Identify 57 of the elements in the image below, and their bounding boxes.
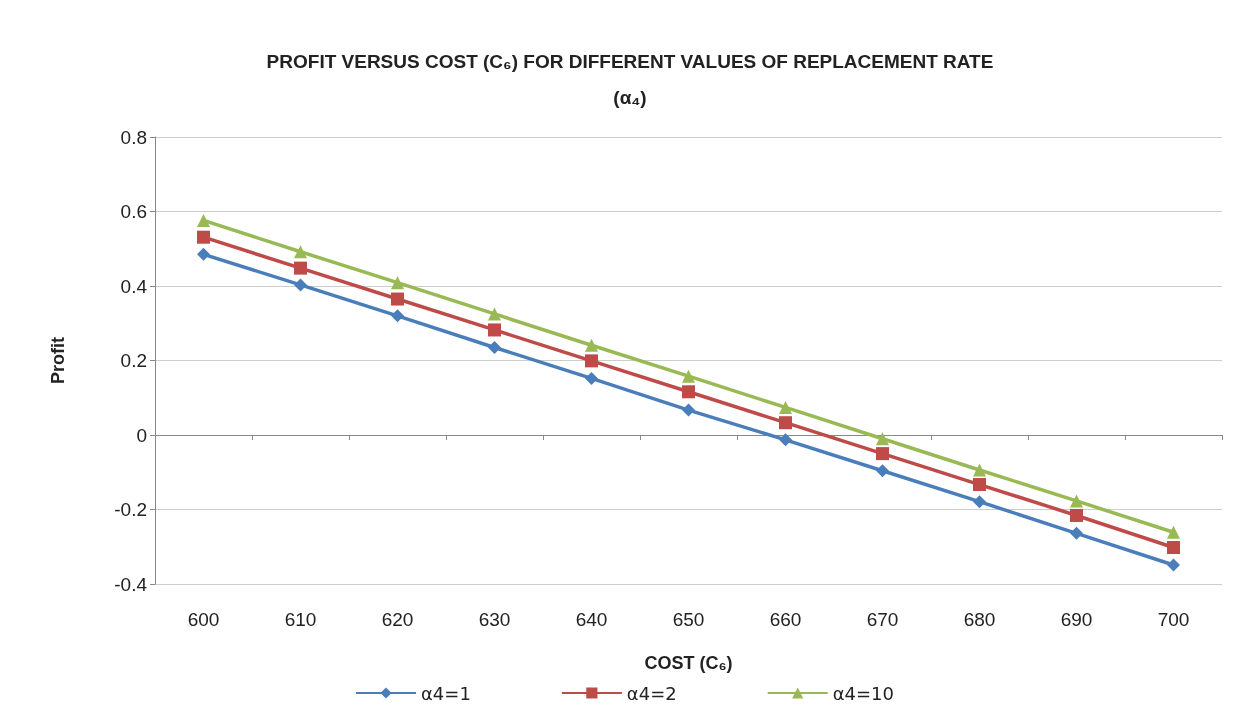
point — [973, 495, 986, 509]
y-tick-label: 0.2 — [120, 350, 147, 371]
y-tick-label: 0.8 — [120, 126, 147, 148]
point — [585, 371, 598, 385]
x-tick-label: 610 — [284, 609, 317, 630]
point — [197, 230, 210, 244]
y-tick-label: 0 — [136, 424, 147, 446]
point — [876, 447, 889, 461]
x-tick-label: 700 — [1157, 609, 1190, 630]
point — [779, 416, 792, 430]
legend-label: α4=1 — [421, 682, 471, 704]
point — [682, 385, 695, 399]
point — [779, 433, 792, 447]
point — [1070, 508, 1083, 522]
point — [973, 463, 986, 477]
x-tick-label: 600 — [187, 609, 220, 630]
point — [1070, 526, 1083, 540]
legend-label: α4=2 — [626, 682, 677, 704]
point — [391, 309, 404, 323]
point — [585, 338, 598, 352]
point — [876, 432, 889, 446]
point — [876, 464, 889, 478]
point — [973, 478, 986, 492]
x-tick-label: 620 — [381, 609, 414, 630]
x-tick-label: 680 — [963, 609, 996, 630]
point — [488, 340, 501, 354]
point — [197, 213, 210, 227]
x-tick-label: 660 — [769, 609, 802, 630]
point — [294, 278, 307, 292]
point — [779, 400, 792, 414]
y-tick-label: 0.6 — [120, 201, 147, 222]
point — [682, 403, 695, 417]
x-tick-label: 670 — [866, 609, 899, 630]
point — [1167, 540, 1180, 554]
point — [585, 354, 598, 368]
x-tick-label: 640 — [575, 609, 608, 630]
point — [682, 369, 695, 383]
x-tick-label: 650 — [672, 609, 705, 630]
point — [197, 247, 210, 261]
point — [488, 307, 501, 321]
point — [1167, 558, 1180, 572]
point — [391, 276, 404, 290]
y-tick-label: -0.4 — [114, 573, 148, 595]
x-tick-label: 690 — [1060, 609, 1093, 630]
point — [488, 323, 501, 337]
point — [1070, 494, 1083, 508]
point — [294, 245, 307, 259]
point — [391, 292, 404, 306]
y-tick-label: -0.2 — [114, 499, 147, 520]
point — [294, 261, 307, 275]
legend-label: α4=10 — [832, 682, 895, 704]
x-axis-title: COST (C₆) — [644, 653, 733, 673]
x-tick-label: 630 — [478, 609, 511, 630]
y-axis-title: Profit — [48, 337, 68, 384]
point — [1167, 525, 1180, 539]
chart-title: PROFIT VERSUS COST (C₆) FOR DIFFERENT VALUES OF REPLACEMENT RATE (α₄) — [266, 50, 994, 108]
y-tick-label: 0.4 — [120, 275, 148, 297]
